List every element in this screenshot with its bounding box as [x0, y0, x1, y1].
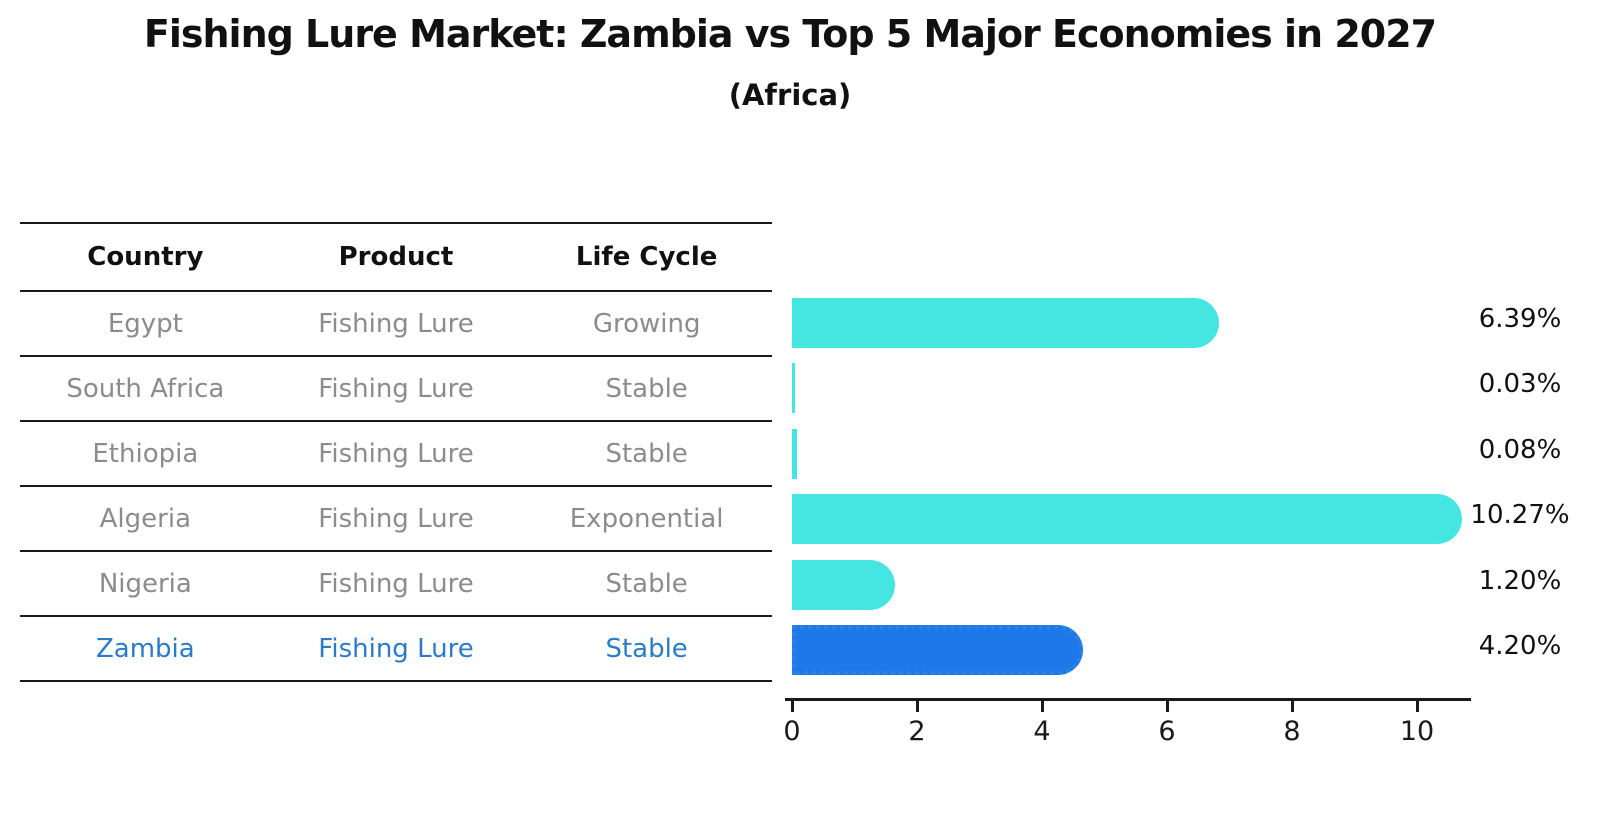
x-axis-tick [1165, 701, 1169, 712]
x-axis-tick-label: 4 [1033, 716, 1051, 747]
table-row-ethiopia: Ethiopia Fishing Lure Stable [20, 422, 772, 487]
chart-title: Fishing Lure Market: Zambia vs Top 5 Maj… [143, 12, 1437, 56]
product-cell: Fishing Lure [318, 373, 474, 404]
x-axis-line [785, 698, 1471, 701]
table-row-egypt: Egypt Fishing Lure Growing [20, 292, 772, 357]
country-cell: Nigeria [98, 568, 192, 599]
x-axis-tick-label: 8 [1283, 716, 1301, 747]
bar-south-africa [792, 363, 795, 414]
x-axis-tick-label: 6 [1158, 716, 1176, 747]
bar-value-label: 0.08% [1478, 434, 1562, 465]
country-cell: Algeria [99, 503, 191, 534]
bar-value-label: 0.03% [1478, 369, 1562, 400]
life-cycle-cell: Stable [605, 568, 688, 599]
x-axis-tick-label: 2 [908, 716, 926, 747]
product-cell: Fishing Lure [318, 503, 474, 534]
x-axis-tick [1040, 701, 1044, 712]
bar-egypt [792, 297, 1220, 348]
country-cell: Ethiopia [92, 438, 199, 469]
life-cycle-cell: Stable [605, 438, 688, 469]
table-row-algeria: Algeria Fishing Lure Exponential [20, 487, 772, 552]
life-cycle-cell: Exponential [569, 503, 724, 534]
chart-subtitle: (Africa) [728, 78, 852, 112]
x-axis-tick [790, 701, 794, 712]
bar-value-label: 6.39% [1478, 303, 1562, 334]
bar-value-label: 1.20% [1478, 565, 1562, 596]
life-cycle-cell: Stable [605, 373, 688, 404]
table-header-cell-life-cycle: Life Cycle [575, 242, 718, 272]
x-axis-tick-label: 0 [783, 716, 801, 747]
product-cell: Fishing Lure [318, 308, 474, 339]
table-header-cell-country: Country [87, 242, 204, 272]
life-cycle-cell: Growing [592, 308, 701, 339]
bar-value-label: 10.27% [1470, 500, 1570, 531]
bar-value-label: 4.20% [1478, 631, 1562, 662]
table-row-south-africa: South Africa Fishing Lure Stable [20, 357, 772, 422]
x-axis-tick [1415, 701, 1419, 712]
country-table: Country Product Life Cycle Egypt Fishing Lu… [20, 222, 772, 682]
table-header-cell-product: Product [338, 242, 454, 272]
product-cell: Fishing Lure [318, 568, 474, 599]
life-cycle-cell: Stable [605, 633, 688, 664]
country-cell: Egypt [107, 308, 183, 339]
table-header-row: Country Product Life Cycle [20, 222, 772, 292]
table-row-nigeria: Nigeria Fishing Lure Stable [20, 552, 772, 617]
product-cell: Fishing Lure [318, 633, 474, 664]
country-cell: Zambia [95, 633, 195, 664]
country-cell: South Africa [66, 373, 225, 404]
bar-algeria [792, 494, 1462, 545]
product-cell: Fishing Lure [318, 438, 474, 469]
x-axis-tick [915, 701, 919, 712]
bar-zambia [792, 625, 1083, 676]
table-row-zambia: Zambia Fishing Lure Stable [20, 617, 772, 682]
bar-ethiopia [792, 428, 797, 479]
x-axis-tick [1290, 701, 1294, 712]
x-axis-tick-label: 10 [1399, 716, 1435, 747]
bar-nigeria [792, 559, 895, 610]
